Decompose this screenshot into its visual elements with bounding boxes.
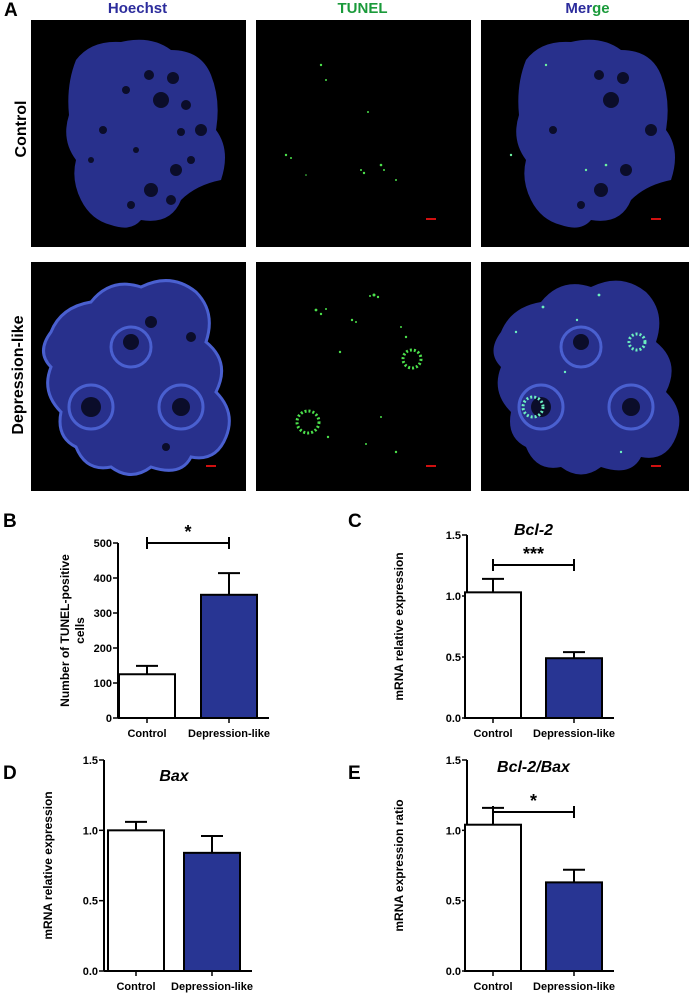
chart-d: D 0.0 0.5 1.0 1.5 Control Depression-like mRNA … bbox=[0, 755, 340, 997]
bar-depression-like bbox=[200, 593, 258, 719]
y-axis-label: mRNA relative expression bbox=[41, 791, 55, 939]
y-tick-label: 500 bbox=[94, 538, 112, 550]
x-category-label: Control bbox=[127, 728, 166, 740]
micrograph-depression-hoechst bbox=[31, 262, 246, 491]
micrograph-control-tunel bbox=[256, 20, 471, 247]
merge-label-part-2: ge bbox=[592, 0, 610, 17]
y-tick-label: 0.0 bbox=[446, 966, 461, 978]
x-category-label: Control bbox=[473, 728, 512, 740]
y-axis-label: mRNA relative expression bbox=[392, 552, 406, 700]
y-tick-label: 0.5 bbox=[446, 652, 461, 664]
y-tick-label: 1.0 bbox=[446, 825, 461, 837]
column-header-hoechst: Hoechst bbox=[107, 0, 168, 17]
y-tick-label: 1.5 bbox=[446, 755, 461, 767]
y-tick-label: 0.0 bbox=[83, 966, 98, 978]
y-tick-label: 0.5 bbox=[83, 896, 98, 908]
x-category-label: Control bbox=[473, 981, 512, 993]
x-category-label: Depression-like bbox=[188, 728, 270, 740]
chart-c: C 0.0 0.5 1.0 1.5 Control Depression-like mRNA … bbox=[345, 505, 692, 740]
y-tick-label: 1.5 bbox=[446, 530, 461, 542]
chart-b: B 0 100 200 300 400 500 Control Depression-like N… bbox=[0, 505, 340, 740]
chart-svg: C 0.0 0.5 1.0 1.5 Control Depression-like mRNA … bbox=[348, 511, 615, 740]
micrograph-control-hoechst bbox=[31, 20, 246, 247]
panel-letter: C bbox=[348, 511, 362, 532]
significance-marker: * bbox=[530, 791, 537, 811]
y-tick-label: 400 bbox=[94, 573, 112, 585]
micrograph-control-merge bbox=[481, 20, 689, 247]
row-label-control: Control bbox=[13, 100, 30, 158]
x-category-label: Depression-like bbox=[171, 981, 253, 993]
y-tick-label: 200 bbox=[94, 643, 112, 655]
bar-depression-like bbox=[545, 881, 603, 972]
chart-title: Bax bbox=[159, 768, 189, 785]
panel-a-letter: A bbox=[4, 0, 18, 21]
bar-depression-like bbox=[545, 657, 603, 719]
micrograph-depression-tunel bbox=[256, 262, 471, 491]
bar-control bbox=[118, 673, 176, 719]
chart-title: Bcl-2/Bax bbox=[497, 759, 571, 776]
chart-svg: B 0 100 200 300 400 500 Control Depression-like N… bbox=[3, 511, 270, 740]
y-tick-label: 0 bbox=[106, 713, 112, 725]
chart-title: Bcl-2 bbox=[514, 522, 553, 539]
merge-label-part-1: Mer bbox=[565, 0, 593, 17]
y-tick-label: 300 bbox=[94, 608, 112, 620]
significance-marker: * bbox=[184, 522, 191, 542]
x-category-label: Depression-like bbox=[533, 981, 615, 993]
bar-depression-like bbox=[183, 851, 241, 972]
y-axis-label-line: cells bbox=[73, 617, 87, 644]
y-tick-label: 1.0 bbox=[446, 591, 461, 603]
y-tick-label: 100 bbox=[94, 678, 112, 690]
y-tick-label: 0.0 bbox=[446, 713, 461, 725]
y-axis-label: Number of TUNEL-positivecells bbox=[58, 554, 87, 707]
panel-letter: E bbox=[348, 763, 361, 784]
x-category-label: Depression-like bbox=[533, 728, 615, 740]
significance-marker: *** bbox=[523, 544, 544, 564]
micrograph-depression-merge bbox=[481, 262, 689, 491]
bar-control bbox=[464, 823, 522, 972]
y-axis-label-line: Number of TUNEL-positive bbox=[58, 554, 72, 707]
y-axis-label: mRNA expression ratio bbox=[392, 799, 406, 931]
bar-control bbox=[464, 591, 522, 719]
x-category-label: Control bbox=[116, 981, 155, 993]
y-tick-label: 1.5 bbox=[83, 755, 98, 767]
chart-svg: D 0.0 0.5 1.0 1.5 Control Depression-like mRNA … bbox=[3, 755, 253, 993]
row-label-depression-like: Depression-like bbox=[10, 315, 27, 435]
panel-letter: B bbox=[3, 511, 17, 532]
chart-svg: E 0.0 0.5 1.0 1.5 Control Depression-like mRNA … bbox=[348, 755, 615, 993]
chart-e: E 0.0 0.5 1.0 1.5 Control Depression-like mRNA … bbox=[345, 755, 692, 997]
column-header-merge: Merge bbox=[480, 0, 692, 17]
y-tick-label: 1.0 bbox=[83, 825, 98, 837]
bar-control bbox=[107, 829, 165, 973]
column-header-tunel: TUNEL bbox=[337, 0, 388, 17]
panel-letter: D bbox=[3, 763, 17, 784]
y-tick-label: 0.5 bbox=[446, 896, 461, 908]
